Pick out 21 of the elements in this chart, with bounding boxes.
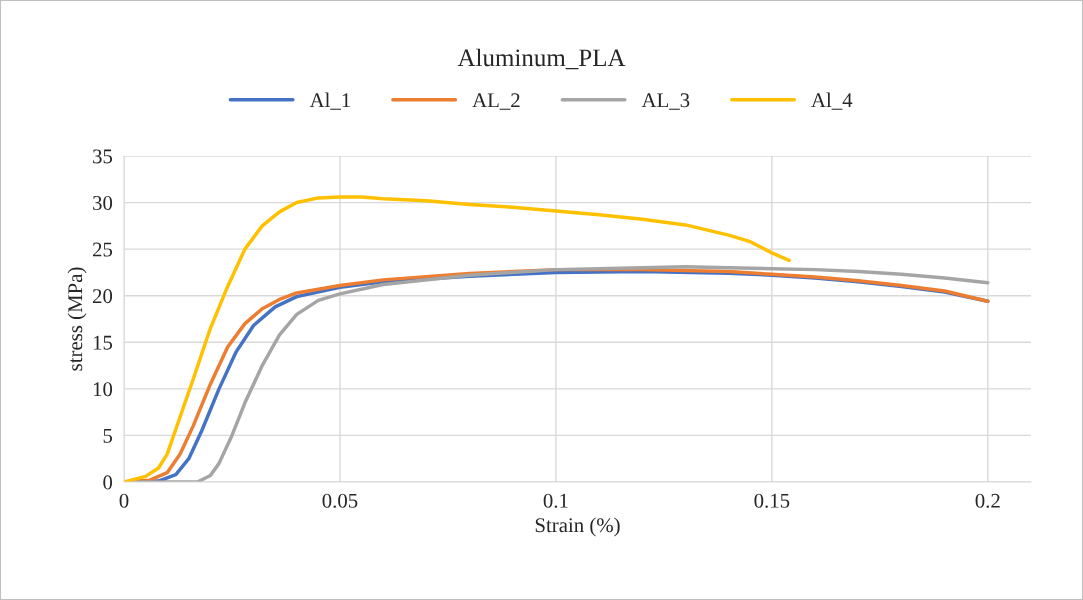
y-tick-label: 30 — [93, 195, 113, 210]
y-tick-label: 25 — [92, 242, 113, 257]
y-tick-label: 20 — [92, 289, 113, 304]
legend-label: Al_1 — [309, 92, 350, 110]
x-axis-title: Strain (%) — [535, 517, 620, 537]
y-tick-label: 5 — [103, 429, 113, 443]
legend-label: AL_2 — [472, 93, 520, 110]
x-tick-label: 0.15 — [754, 493, 790, 508]
y-tick-label: 0 — [103, 475, 113, 490]
legend-label: AL_3 — [641, 93, 690, 110]
y-tick-label: 15 — [93, 335, 113, 350]
y-tick-label: 10 — [93, 382, 113, 397]
x-tick-label: 0 — [119, 493, 129, 508]
x-tick-label: 0.05 — [322, 493, 358, 508]
y-axis-title: stress (MPa) — [67, 267, 87, 371]
x-tick-label: 0.1 — [543, 493, 568, 508]
chart-title: Aluminum_PLA — [457, 48, 626, 70]
legend-label: Al_4 — [811, 92, 853, 110]
x-tick-label: 0.2 — [975, 493, 1000, 508]
y-tick-label: 35 — [93, 149, 113, 164]
line-series — [124, 195, 791, 482]
